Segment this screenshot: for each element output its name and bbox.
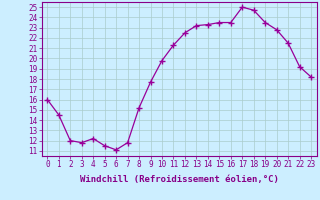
X-axis label: Windchill (Refroidissement éolien,°C): Windchill (Refroidissement éolien,°C) bbox=[80, 175, 279, 184]
